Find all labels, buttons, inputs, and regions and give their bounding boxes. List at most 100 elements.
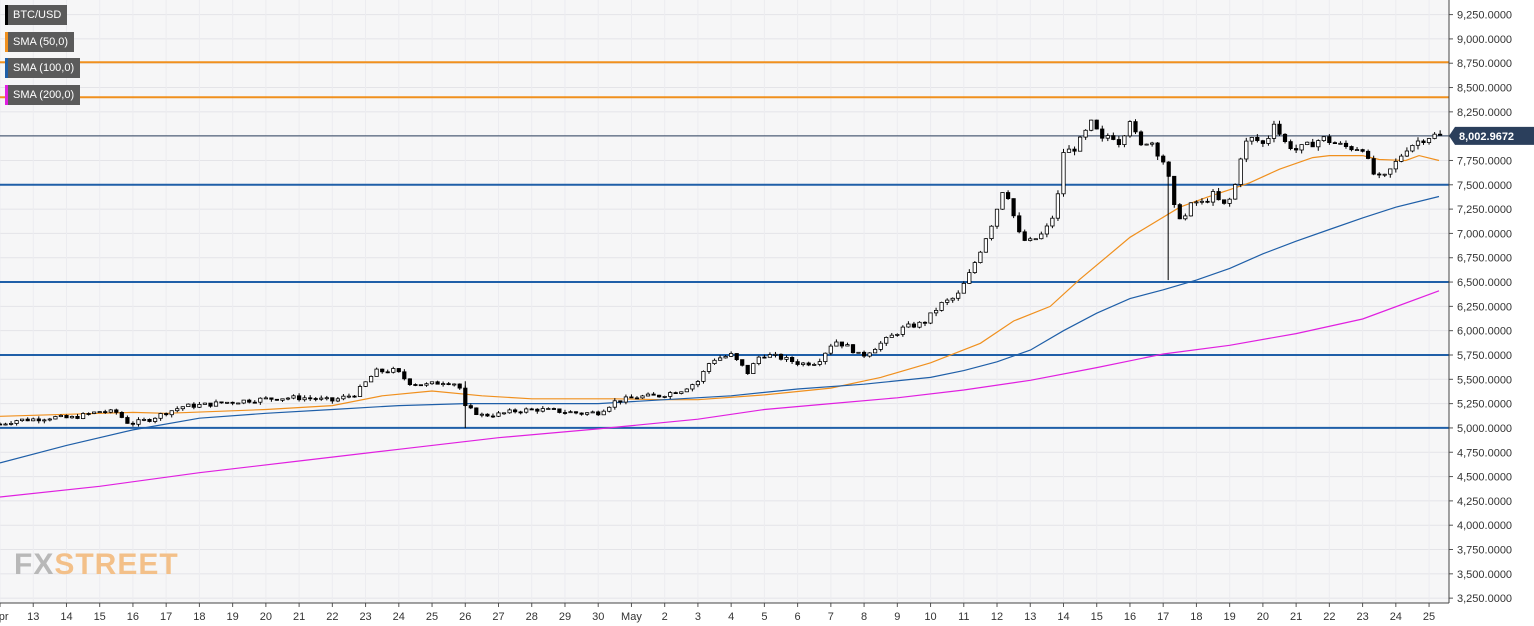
candle-body <box>1127 121 1132 137</box>
x-tick-label: 16 <box>1124 611 1136 623</box>
candle-body <box>357 386 363 397</box>
candle-body <box>1244 140 1249 160</box>
candle-body <box>518 411 523 414</box>
candle-body <box>1011 198 1016 217</box>
candle-body <box>1194 201 1199 204</box>
candle-body <box>618 400 623 403</box>
y-tick-label: 6,500.0000 <box>1457 277 1512 289</box>
candle-body <box>612 400 617 408</box>
candle-body <box>900 326 905 335</box>
candle-body <box>1000 192 1005 210</box>
candle-body <box>236 402 241 405</box>
candle-body <box>823 352 828 363</box>
candle-body <box>86 413 91 415</box>
candle-body <box>108 409 113 413</box>
x-tick-label: 5 <box>761 611 767 623</box>
candle-body <box>1343 142 1349 148</box>
candle-body <box>762 356 767 359</box>
candle-body <box>679 391 684 394</box>
x-tick-label: Apr <box>0 611 9 623</box>
legend-sma-50[interactable]: SMA (50,0) <box>5 32 75 52</box>
candle-body <box>657 394 662 398</box>
candle-body <box>1310 141 1315 148</box>
x-tick-label: 14 <box>60 611 72 623</box>
candle-body <box>889 334 894 338</box>
x-tick-label: 7 <box>828 611 834 623</box>
candle-body <box>1055 193 1060 219</box>
candle-body <box>169 410 174 416</box>
candle-body <box>795 361 800 365</box>
x-tick-label: 22 <box>1323 611 1335 623</box>
candle-body <box>911 323 917 328</box>
candle-body <box>945 299 950 303</box>
candle-body <box>47 418 52 421</box>
x-tick-label: 15 <box>94 611 106 623</box>
x-tick-label: 23 <box>359 611 371 623</box>
x-tick-label: 11 <box>958 611 969 623</box>
candle-body <box>961 282 966 294</box>
candle-body <box>1388 168 1393 175</box>
candle-body <box>1017 215 1022 233</box>
candle-body <box>1366 150 1371 159</box>
y-tick-label: 3,250.0000 <box>1457 593 1512 605</box>
y-tick-label: 4,250.0000 <box>1457 496 1512 508</box>
x-tick-label: 22 <box>326 611 338 623</box>
y-tick-label: 7,000.0000 <box>1457 228 1512 240</box>
logo-fx: FX <box>14 548 55 581</box>
candle-body <box>778 353 784 360</box>
y-tick-label: 6,750.0000 <box>1457 253 1512 265</box>
y-tick-label: 7,500.0000 <box>1457 180 1512 192</box>
candle-body <box>922 321 928 324</box>
candle-body <box>790 356 795 362</box>
y-tick-label: 5,750.0000 <box>1457 350 1512 362</box>
y-tick-label: 3,500.0000 <box>1457 569 1512 581</box>
legend-sma-100[interactable]: SMA (100,0) <box>5 58 81 78</box>
candle-body <box>756 356 761 365</box>
candle-body <box>1222 199 1227 204</box>
candle-body <box>862 351 867 357</box>
sma-line <box>0 290 1440 498</box>
x-tick-label: 10 <box>924 611 936 623</box>
candle-body <box>623 396 629 403</box>
candle-body <box>568 411 573 414</box>
candle-body <box>485 413 490 417</box>
sma-lines <box>0 154 1440 498</box>
legend-sma-200[interactable]: SMA (200,0) <box>5 85 81 105</box>
candle-body <box>1426 138 1432 143</box>
candle-body <box>1188 202 1193 217</box>
candle-body <box>274 398 280 401</box>
current-price-marker: 8,002.9672 <box>1449 126 1534 145</box>
candle-body <box>1028 238 1033 241</box>
candle-body <box>596 411 601 416</box>
candle-body <box>280 398 285 401</box>
candle-body <box>579 412 584 415</box>
candle-body <box>180 406 185 410</box>
candle-body <box>424 383 429 386</box>
candle-body <box>164 413 169 416</box>
candle-body <box>1166 161 1171 177</box>
candle-body <box>197 403 202 408</box>
candle-body <box>319 397 324 400</box>
legend-label-btcusd: BTC/USD <box>13 9 62 21</box>
candle-body <box>1410 144 1415 152</box>
candle-body <box>418 384 424 387</box>
candle-body <box>1033 238 1038 241</box>
candle-body <box>313 398 318 400</box>
candle-body <box>645 393 651 397</box>
horizontal-levels <box>0 61 1449 429</box>
candle-body <box>684 388 689 393</box>
y-tick-label: 5,250.0000 <box>1457 399 1512 411</box>
candle-body <box>374 368 379 377</box>
current-price-badge <box>1449 126 1534 145</box>
candle-body <box>745 364 750 374</box>
candle-body <box>230 401 235 404</box>
candle-body <box>701 370 706 382</box>
legend-btcusd[interactable]: BTC/USD <box>5 5 68 25</box>
candle-body <box>1332 142 1337 145</box>
x-tick-label: 16 <box>127 611 139 623</box>
candle-body <box>380 368 385 373</box>
candles <box>0 119 1443 428</box>
x-tick-label: 26 <box>459 611 471 623</box>
candle-body <box>1122 135 1127 145</box>
candle-body <box>141 418 147 421</box>
